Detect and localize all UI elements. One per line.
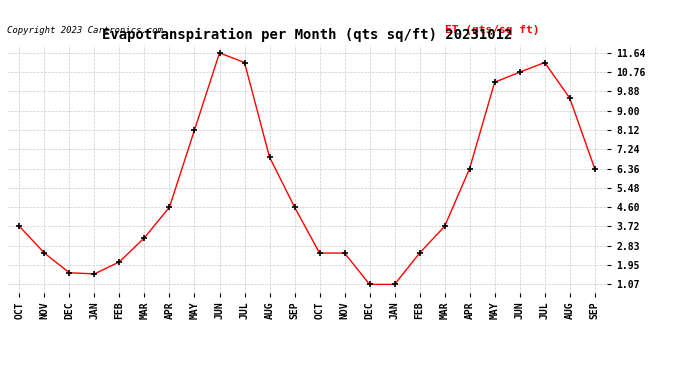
Text: Copyright 2023 Cartronics.com: Copyright 2023 Cartronics.com (7, 26, 163, 35)
Title: Evapotranspiration per Month (qts sq/ft) 20231012: Evapotranspiration per Month (qts sq/ft)… (102, 28, 512, 42)
Text: ET (qts/sq ft): ET (qts/sq ft) (445, 25, 540, 35)
